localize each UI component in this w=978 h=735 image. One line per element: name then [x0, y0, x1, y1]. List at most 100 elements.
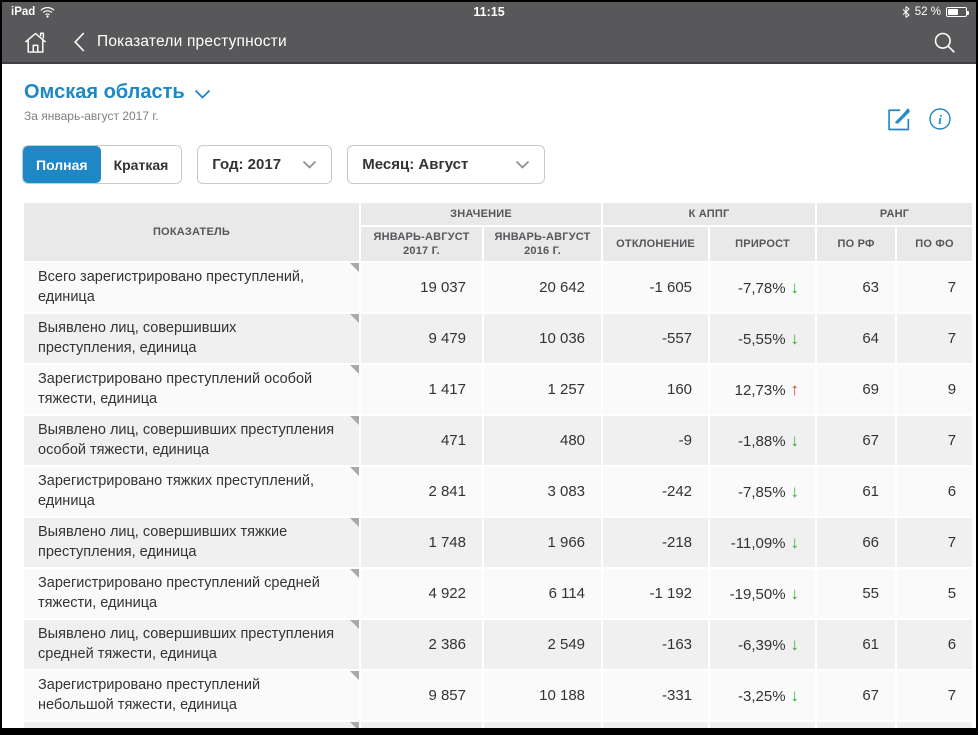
search-button[interactable] [933, 31, 956, 54]
col-header-growth: ПРИРОСТ [710, 227, 816, 261]
rank-fo-cell: 5 [897, 569, 973, 618]
table-row[interactable]: Выявлено лиц, совершивших тяжкие преступ… [24, 518, 973, 567]
trend-down-icon: ↓ [790, 685, 800, 705]
month-dropdown[interactable]: Месяц: Август [347, 145, 546, 184]
view-full-button[interactable]: Полная [23, 146, 101, 183]
cell-fold-icon [350, 518, 359, 527]
growth-value: 12,73% [734, 381, 786, 399]
bluetooth-icon [902, 6, 910, 18]
table-row[interactable]: Зарегистрировано преступлений особой тяж… [24, 365, 973, 414]
indicator-cell: Выявлено лиц, совершивших тяжкие преступ… [24, 518, 359, 567]
rank-rf-cell: 55 [817, 569, 896, 618]
value-2017-cell: 1 417 [361, 365, 482, 414]
value-2016-cell [484, 722, 602, 728]
indicator-label: В [38, 727, 48, 728]
deviation-cell: -242 [603, 467, 709, 516]
growth-cell: -7,85% ↓ [710, 467, 816, 516]
value-2016-cell: 1 257 [484, 365, 602, 414]
region-header: Омская область За январь-август 2017 г. [2, 64, 976, 133]
rank-fo-cell: 7 [897, 518, 973, 567]
deviation-cell: -9 [603, 416, 709, 465]
col-header-2016: ЯНВАРЬ-АВГУСТ 2016 Г. [484, 227, 602, 261]
col-header-rank-fo: ПО ФО [897, 227, 973, 261]
deviation-cell: -1 605 [603, 263, 709, 312]
table-row[interactable]: Выявлено лиц, совершивших преступления, … [24, 314, 973, 363]
deviation-cell: -218 [603, 518, 709, 567]
status-bar: iPad 11:15 [2, 2, 976, 22]
table-row-partial[interactable]: В [24, 722, 973, 728]
region-selector[interactable]: Омская область [24, 80, 211, 104]
table-body: Всего зарегистрировано преступлений, еди… [24, 263, 973, 728]
cell-fold-icon [350, 671, 359, 680]
growth-value: -11,09% [730, 534, 786, 552]
value-2016-cell: 2 549 [484, 620, 602, 669]
trend-down-icon: ↓ [790, 481, 800, 501]
value-2016-cell: 20 642 [484, 263, 602, 312]
view-short-button[interactable]: Краткая [100, 146, 182, 183]
growth-cell: -6,39% ↓ [710, 620, 816, 669]
indicator-cell: Выявлено лиц, совершивших преступления, … [24, 314, 359, 363]
growth-value: -19,50% [729, 585, 786, 603]
chevron-down-icon [516, 160, 530, 169]
svg-text:i: i [938, 112, 942, 127]
edit-button[interactable] [885, 105, 913, 133]
info-button[interactable]: i [928, 107, 952, 131]
year-dropdown[interactable]: Год: 2017 [197, 145, 333, 184]
table-row[interactable]: Зарегистрировано преступлений средней тя… [24, 569, 973, 618]
growth-cell: -1,88% ↓ [710, 416, 816, 465]
col-header-2017: ЯНВАРЬ-АВГУСТ 2017 Г. [361, 227, 482, 261]
growth-value: -3,25% [738, 687, 786, 705]
indicator-label: Выявлено лиц, совершивших тяжкие преступ… [38, 523, 288, 560]
growth-cell: -7,78% ↓ [710, 263, 816, 312]
growth-value: -1,88% [738, 432, 786, 450]
table-row[interactable]: Всего зарегистрировано преступлений, еди… [24, 263, 973, 312]
trend-down-icon: ↓ [790, 328, 800, 348]
value-2016-cell: 6 114 [484, 569, 602, 618]
home-button[interactable] [22, 29, 49, 56]
deviation-cell: 160 [603, 365, 709, 414]
wifi-icon [40, 6, 55, 18]
nav-bar: Показатели преступности [2, 22, 976, 62]
indicator-label: Выявлено лиц, совершивших преступления с… [38, 625, 335, 662]
rank-rf-cell: 69 [817, 365, 896, 414]
trend-down-icon: ↓ [790, 532, 800, 552]
value-2016-cell: 1 966 [484, 518, 602, 567]
value-2016-cell: 10 036 [484, 314, 602, 363]
cell-fold-icon [350, 365, 359, 374]
growth-cell: -19,50% ↓ [710, 569, 816, 618]
table-row[interactable]: Зарегистрировано тяжких преступлений, ед… [24, 467, 973, 516]
indicator-cell: Зарегистрировано тяжких преступлений, ед… [24, 467, 359, 516]
chevron-down-icon [303, 160, 317, 169]
deviation-cell [603, 722, 709, 728]
col-header-rank-rf: ПО РФ [817, 227, 896, 261]
indicator-cell: Выявлено лиц, совершивших преступления о… [24, 416, 359, 465]
battery-percent: 52 % [914, 6, 941, 18]
rank-fo-cell: 6 [897, 467, 973, 516]
trend-down-icon: ↓ [790, 583, 800, 603]
rank-fo-cell: 7 [897, 671, 973, 720]
table-row[interactable]: Выявлено лиц, совершивших преступления с… [24, 620, 973, 669]
back-button[interactable] [74, 32, 85, 52]
indicator-label: Выявлено лиц, совершивших преступления, … [38, 319, 237, 356]
cell-fold-icon [350, 263, 359, 272]
trend-down-icon: ↓ [790, 430, 800, 450]
rank-fo-cell: 7 [897, 263, 973, 312]
growth-value: -6,39% [738, 636, 786, 654]
top-bar: iPad 11:15 [2, 2, 976, 64]
rank-rf-cell: 66 [817, 518, 896, 567]
table-row[interactable]: Выявлено лиц, совершивших преступления о… [24, 416, 973, 465]
indicator-cell: Зарегистрировано преступлений небольшой … [24, 671, 359, 720]
value-2016-cell: 480 [484, 416, 602, 465]
table-row[interactable]: Зарегистрировано преступлений небольшой … [24, 671, 973, 720]
group-header-appg: К АППГ [603, 203, 816, 225]
filter-bar: Полная Краткая Год: 2017 Месяц: Август [2, 145, 976, 184]
growth-cell: -3,25% ↓ [710, 671, 816, 720]
growth-cell: 12,73% ↑ [710, 365, 816, 414]
rank-rf-cell: 61 [817, 620, 896, 669]
value-2017-cell: 19 037 [361, 263, 482, 312]
period-label: За январь-август 2017 г. [24, 109, 159, 123]
cell-fold-icon [350, 467, 359, 476]
deviation-cell: -331 [603, 671, 709, 720]
